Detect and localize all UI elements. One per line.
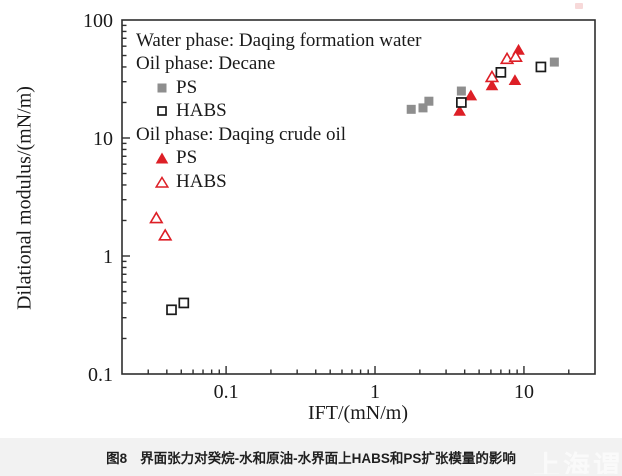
figure-caption-label: 图8	[106, 451, 128, 466]
marker-habs-decane	[178, 297, 190, 309]
legend-text: PS	[176, 76, 198, 98]
plot-area: 0.1 1 10 100 10 1 0.1	[83, 10, 596, 403]
marker-ps-decane	[418, 103, 428, 113]
marker-habs-decane	[166, 304, 177, 316]
legend-header-water-phase: Water phase: Daqing formation water	[136, 29, 421, 53]
legend-header-oil-decane: Oil phase: Decane	[136, 53, 421, 77]
y-tick-label: 0.1	[88, 364, 113, 386]
legend-entry-ps-crude: PS	[155, 147, 421, 171]
legend: Water phase: Daqing formation water Oil …	[136, 29, 421, 194]
watermark-artifact	[575, 3, 583, 9]
legend-text: Oil phase: Decane	[136, 53, 276, 75]
legend-entry-ps-decane: PS	[155, 76, 421, 100]
open-square-icon	[157, 106, 167, 117]
marker-habs-decane	[456, 97, 467, 108]
marker-habs-crude	[508, 49, 523, 62]
legend-entry-habs-decane: HABS	[155, 100, 421, 124]
marker-habs-crude	[149, 211, 164, 224]
watermark-text: 上海谓教	[533, 451, 622, 474]
y-tick-label: 1	[103, 246, 113, 268]
legend-text: Oil phase: Daqing crude oil	[136, 123, 347, 145]
marker-ps-decane	[406, 104, 416, 114]
x-tick-label: 0.1	[214, 381, 239, 403]
filled-triangle-icon	[155, 152, 169, 164]
y-axis-title: Dilational modulus/(mN/m)	[13, 86, 36, 310]
plot-frame	[121, 19, 596, 375]
legend-entry-habs-crude: HABS	[155, 170, 421, 194]
legend-text: HABS	[176, 170, 227, 192]
marker-habs-crude	[484, 69, 500, 83]
legend-text: HABS	[176, 100, 227, 122]
caption-bar: 图8 界面张力对癸烷-水和原油-水界面上HABS和PS扩张模量的影响	[0, 438, 622, 476]
filled-square-icon	[157, 83, 167, 93]
x-axis-title: IFT/(mN/m)	[308, 402, 408, 424]
y-tick-label: 10	[93, 128, 113, 150]
x-tick-label: 1	[370, 381, 380, 403]
marker-ps-crude	[485, 79, 499, 91]
legend-header-oil-crude: Oil phase: Daqing crude oil	[136, 123, 421, 147]
marker-ps-decane	[424, 96, 434, 106]
figure-caption-text: 界面张力对癸烷-水和原油-水界面上HABS和PS扩张模量的影响	[140, 451, 516, 466]
marker-ps-crude	[453, 105, 466, 116]
open-triangle-icon	[155, 175, 169, 188]
marker-ps-decane	[549, 57, 559, 67]
legend-text: PS	[176, 147, 198, 169]
x-tick-label: 10	[514, 381, 534, 403]
marker-ps-crude	[464, 89, 478, 101]
marker-ps-decane	[456, 86, 466, 96]
legend-text: Water phase: Daqing formation water	[136, 29, 422, 51]
marker-habs-crude	[157, 228, 173, 241]
marker-habs-decane	[495, 67, 507, 78]
marker-habs-decane	[535, 61, 547, 73]
y-tick-label: 100	[83, 10, 113, 32]
marker-ps-crude	[508, 74, 522, 86]
